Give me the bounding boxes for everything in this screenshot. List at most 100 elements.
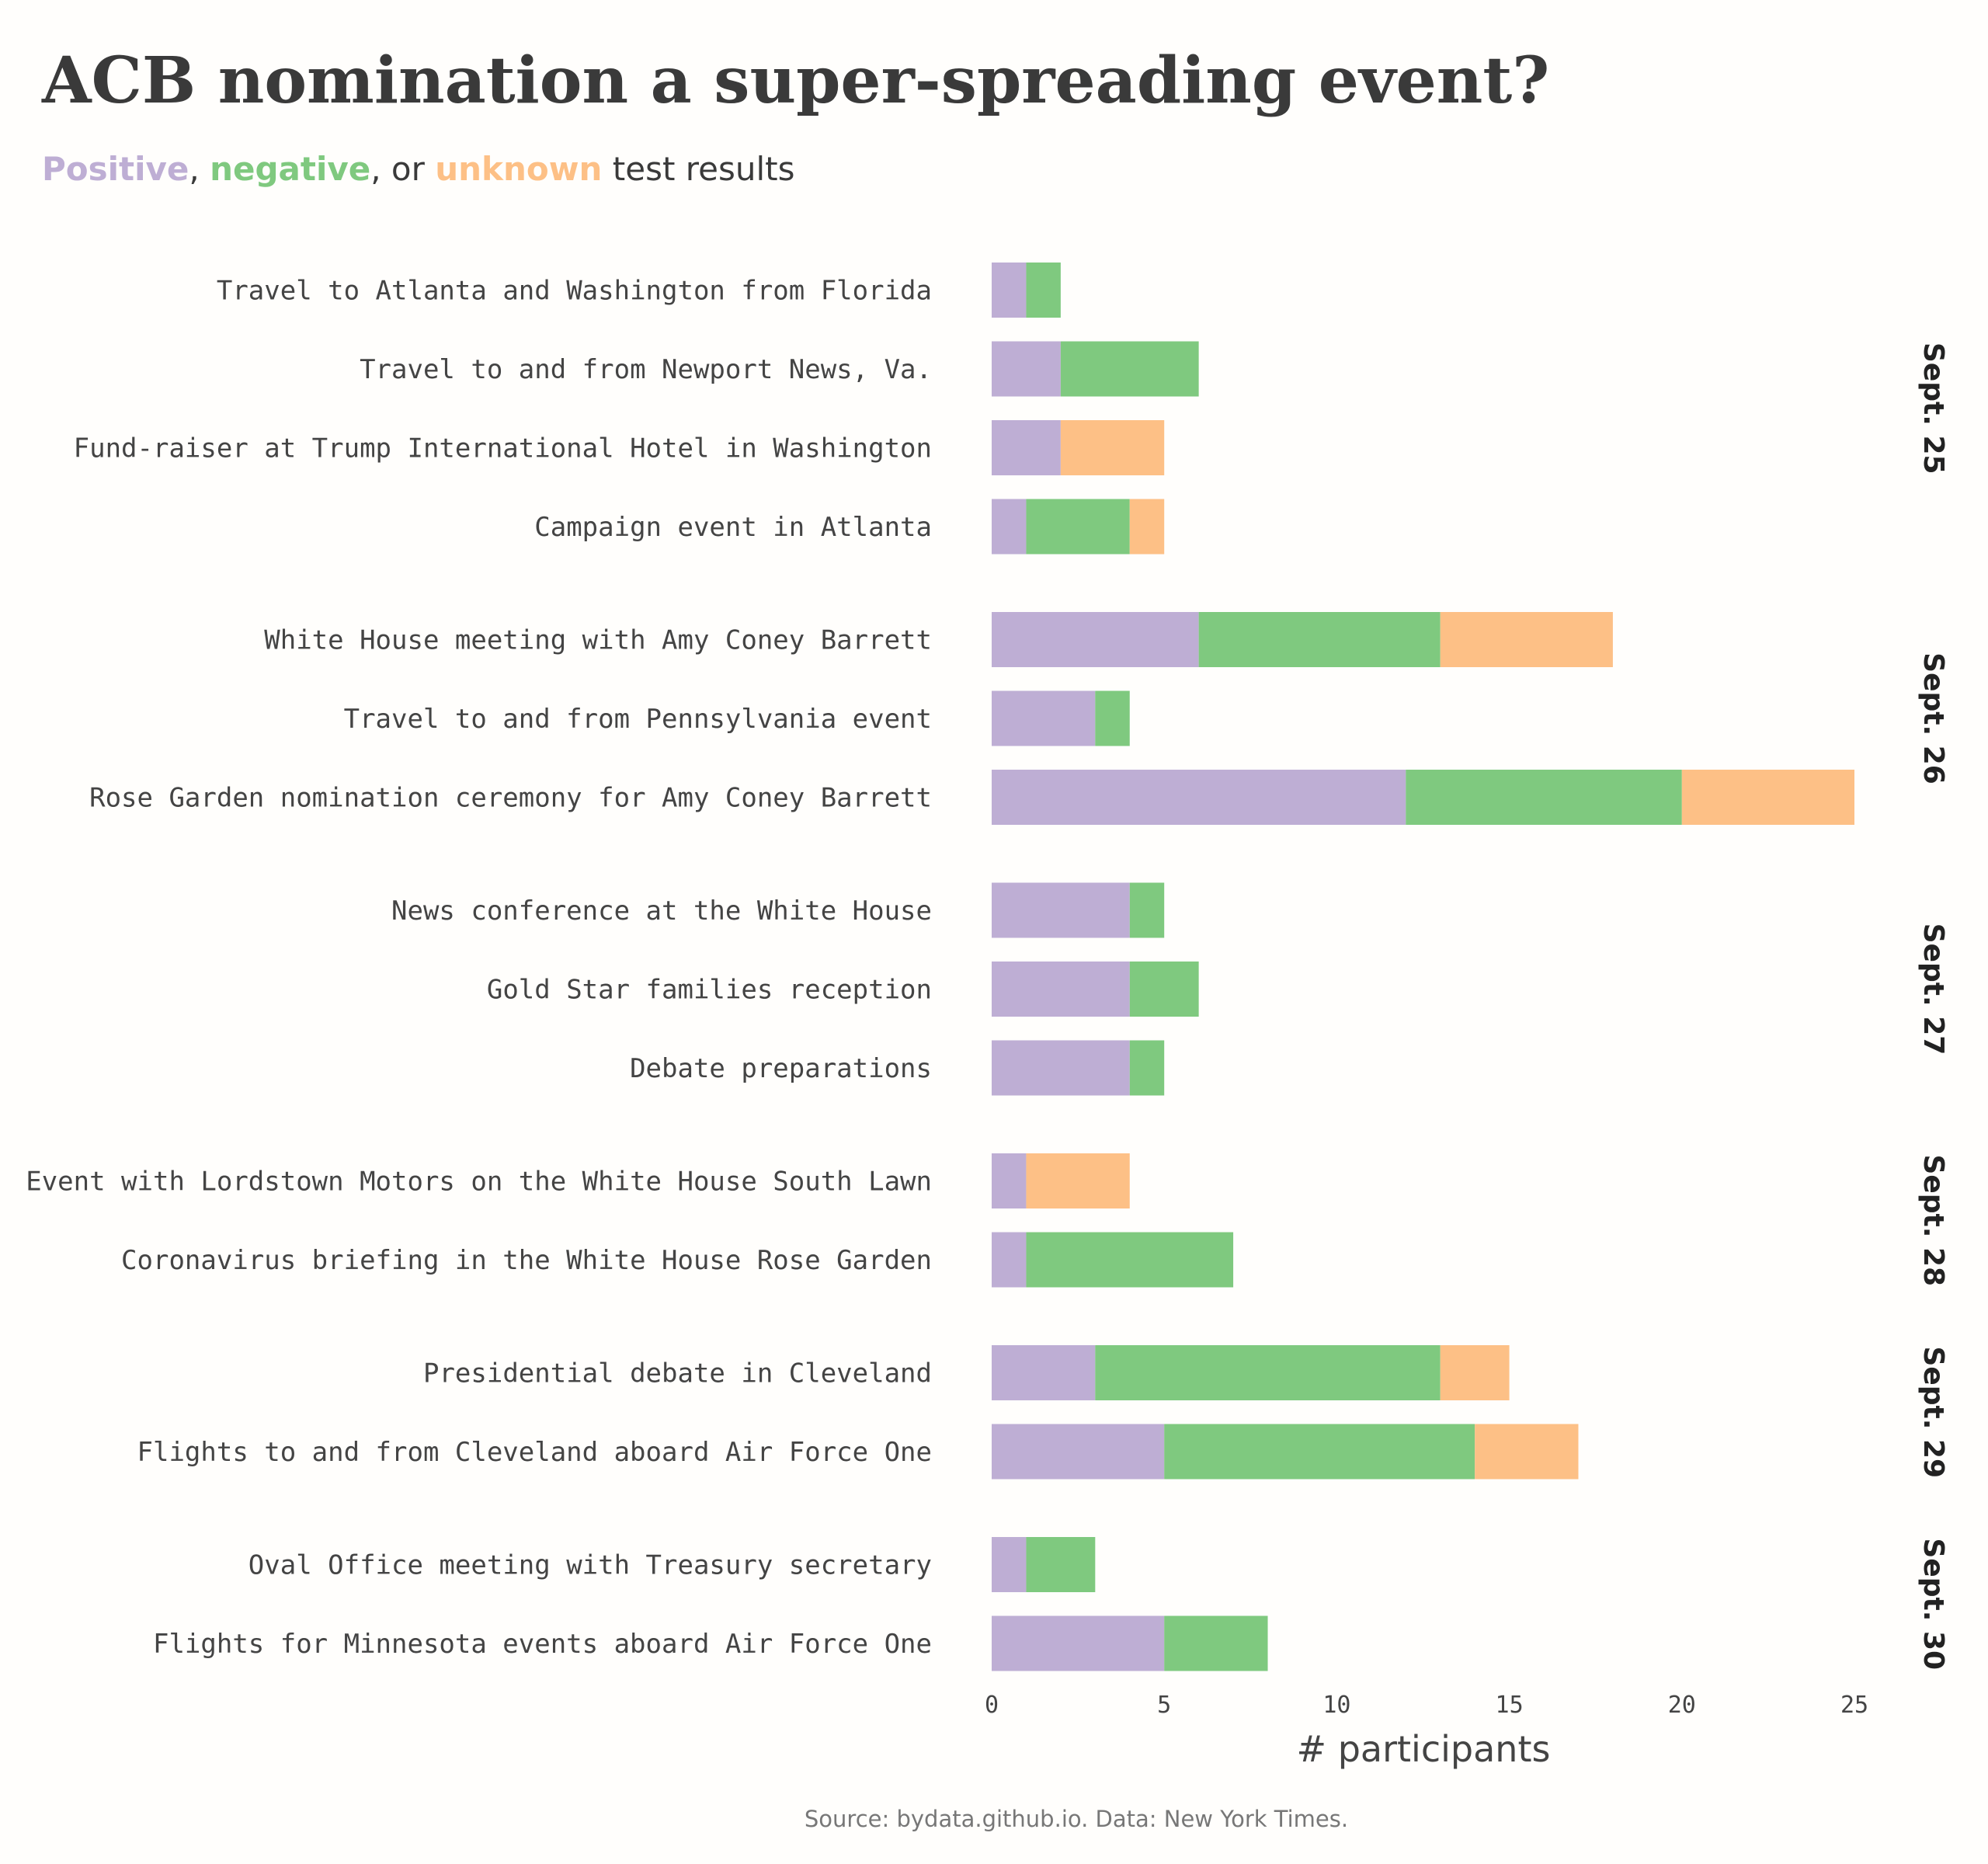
subtitle-positive: Positive <box>42 150 189 188</box>
category-label: Travel to and from Pennsylvania event <box>344 704 932 735</box>
bar-segment-negative <box>1026 263 1061 318</box>
category-label: Rose Garden nomination ceremony for Amy … <box>89 783 932 814</box>
bar-segment-unknown <box>1681 770 1854 825</box>
x-tick-label: 0 <box>985 1692 999 1719</box>
facet-label-2: Sept. 26 <box>1917 652 1949 784</box>
bar-row: Travel to and from Pennsylvania event <box>344 690 1130 746</box>
bar-row: Coronavirus briefing in the White House … <box>121 1232 1234 1288</box>
category-label: News conference at the White House <box>391 895 932 927</box>
bar-row: Gold Star families reception <box>487 962 1199 1017</box>
category-label: Gold Star families reception <box>487 975 932 1006</box>
bar-segment-positive <box>992 263 1027 318</box>
bar-row: Event with Lordstown Motors on the White… <box>26 1153 1130 1208</box>
category-label: Fund-raiser at Trump International Hotel… <box>74 433 932 464</box>
bar-segment-negative <box>1164 1424 1475 1480</box>
bar-segment-unknown <box>1060 420 1165 475</box>
category-label: Flights for Minnesota events aboard Air … <box>153 1629 932 1660</box>
bar-row: News conference at the White House <box>391 882 1165 938</box>
bar-segment-positive <box>992 1345 1096 1400</box>
bar-row: Flights for Minnesota events aboard Air … <box>153 1615 1268 1671</box>
bar-row: Rose Garden nomination ceremony for Amy … <box>89 770 1854 825</box>
bar-row: Debate preparations <box>630 1040 1165 1096</box>
category-label: Presidential debate in Cleveland <box>423 1358 932 1389</box>
x-tick-label: 5 <box>1157 1692 1171 1719</box>
bar-segment-unknown <box>1026 1153 1130 1208</box>
bar-segment-negative <box>1026 1537 1096 1592</box>
x-tick-label: 20 <box>1668 1692 1696 1719</box>
bar-segment-unknown <box>1129 499 1165 555</box>
x-axis: 0 5 10 15 20 25 <box>985 1692 1868 1719</box>
facet-group: Event with Lordstown Motors on the White… <box>26 1153 1949 1288</box>
facet-group: Presidential debate in Cleveland Flights … <box>137 1345 1949 1480</box>
category-label: Travel to Atlanta and Washington from Fl… <box>217 276 932 307</box>
bar-row: Travel to and from Newport News, Va. <box>360 341 1199 397</box>
bar-segment-negative <box>1026 1232 1234 1288</box>
facet-label-3: Sept. 27 <box>1917 923 1949 1055</box>
facet-label-1: Sept. 25 <box>1917 343 1949 475</box>
category-label: Oval Office meeting with Treasury secret… <box>248 1550 932 1581</box>
category-label: Travel to and from Newport News, Va. <box>360 354 932 385</box>
x-tick-label: 25 <box>1840 1692 1868 1719</box>
bar-segment-negative <box>1406 770 1682 825</box>
category-label: Debate preparations <box>630 1053 932 1084</box>
category-label: Campaign event in Atlanta <box>534 512 932 543</box>
bar-segment-negative <box>1198 612 1441 667</box>
chart-title: ACB nomination a super-spreading event? <box>41 43 1549 118</box>
facet-label-6: Sept. 30 <box>1917 1538 1949 1670</box>
facet-group: Oval Office meeting with Treasury secret… <box>153 1537 1949 1671</box>
category-label: White House meeting with Amy Coney Barre… <box>264 625 932 656</box>
bar-segment-negative <box>1095 690 1130 746</box>
x-tick-label: 15 <box>1496 1692 1524 1719</box>
bar-segment-negative <box>1129 1040 1165 1096</box>
facet-group: Travel to Atlanta and Washington from Fl… <box>74 263 1949 555</box>
subtitle-negative: negative <box>210 150 370 188</box>
facet-group: News conference at the White House Gold S… <box>391 882 1949 1096</box>
x-tick-label: 10 <box>1322 1692 1350 1719</box>
x-axis-label: # participants <box>1297 1728 1551 1770</box>
source-note: Source: bydata.github.io. Data: New York… <box>805 1806 1348 1832</box>
bar-segment-positive <box>992 612 1199 667</box>
bar-segment-positive <box>992 962 1130 1017</box>
category-label: Coronavirus briefing in the White House … <box>121 1245 932 1276</box>
bar-segment-positive <box>992 882 1130 938</box>
bar-row: Presidential debate in Cleveland <box>423 1345 1510 1400</box>
bar-row: Flights to and from Cleveland aboard Air… <box>137 1424 1579 1480</box>
bar-segment-positive <box>992 420 1061 475</box>
bar-segment-unknown <box>1475 1424 1579 1480</box>
bar-row: Travel to Atlanta and Washington from Fl… <box>217 263 1061 318</box>
subtitle-rest: test results <box>602 150 794 188</box>
bar-segment-negative <box>1129 882 1165 938</box>
plot-area: Travel to Atlanta and Washington from Fl… <box>26 263 1949 1719</box>
bar-segment-negative <box>1095 1345 1441 1400</box>
bar-row: Fund-raiser at Trump International Hotel… <box>74 420 1165 475</box>
facet-label-5: Sept. 29 <box>1917 1346 1949 1478</box>
bar-segment-negative <box>1129 962 1199 1017</box>
bar-segment-unknown <box>1440 1345 1510 1400</box>
bar-segment-positive <box>992 1040 1130 1096</box>
bar-segment-positive <box>992 1153 1027 1208</box>
bar-segment-positive <box>992 1537 1027 1592</box>
bar-segment-positive <box>992 690 1096 746</box>
bar-segment-positive <box>992 1232 1027 1288</box>
subtitle-separator-1: , <box>189 150 210 188</box>
bar-segment-positive <box>992 341 1061 397</box>
subtitle-unknown: unknown <box>435 150 602 188</box>
facet-group: White House meeting with Amy Coney Barre… <box>89 612 1949 825</box>
subtitle-separator-2: , or <box>370 150 435 188</box>
bar-segment-positive <box>992 1615 1165 1671</box>
bar-segment-positive <box>992 1424 1165 1480</box>
bar-segment-negative <box>1026 499 1130 555</box>
bar-row: White House meeting with Amy Coney Barre… <box>264 612 1613 667</box>
bar-segment-negative <box>1060 341 1199 397</box>
bar-segment-unknown <box>1440 612 1613 667</box>
chart-subtitle: Positive, negative, or unknown test resu… <box>42 150 795 188</box>
bar-segment-positive <box>992 499 1027 555</box>
facet-label-4: Sept. 28 <box>1917 1154 1949 1286</box>
bar-row: Campaign event in Atlanta <box>534 499 1165 555</box>
bar-segment-positive <box>992 770 1406 825</box>
category-label: Event with Lordstown Motors on the White… <box>26 1167 932 1198</box>
category-label: Flights to and from Cleveland aboard Air… <box>137 1437 933 1468</box>
bar-segment-negative <box>1164 1615 1268 1671</box>
bar-row: Oval Office meeting with Treasury secret… <box>248 1537 1096 1592</box>
